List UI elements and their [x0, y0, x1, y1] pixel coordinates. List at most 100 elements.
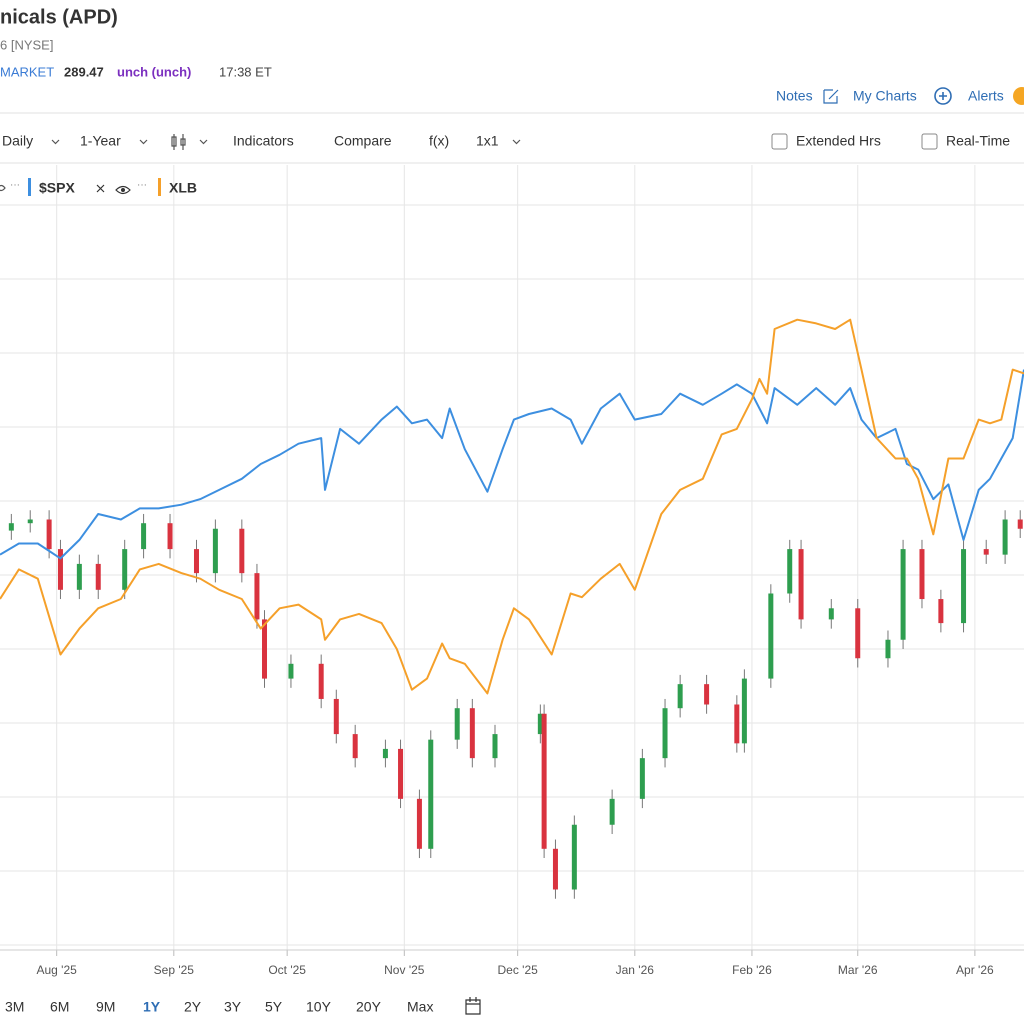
candle-body — [983, 549, 989, 555]
realtime-label[interactable]: Real-Time — [946, 133, 1010, 149]
candle-body — [8, 523, 14, 531]
compare-button[interactable]: Compare — [334, 133, 392, 149]
calendar-icon[interactable] — [465, 997, 481, 1015]
layout-button[interactable]: 1x1 — [476, 133, 499, 149]
legend-label: $SPX — [39, 180, 75, 196]
candle-body — [541, 713, 547, 849]
candle-body — [262, 619, 268, 679]
extended-checkbox[interactable] — [771, 133, 788, 150]
x-tick-label: Sep '25 — [154, 963, 195, 977]
candle-body — [57, 549, 63, 590]
range-button[interactable]: Max — [407, 999, 433, 1015]
menu-dots[interactable]: ··· — [10, 180, 20, 191]
interval-button[interactable]: Daily — [2, 133, 33, 149]
indicators-button[interactable]: Indicators — [233, 133, 294, 149]
candle-body — [46, 519, 52, 550]
candle-body — [382, 748, 388, 759]
eye-icon[interactable] — [115, 185, 131, 195]
range-button[interactable]: 10Y — [306, 999, 332, 1015]
candle-body — [76, 563, 82, 590]
candle-body — [677, 684, 683, 709]
chevron — [199, 139, 208, 145]
remove-icon[interactable] — [96, 184, 105, 193]
x-tick-label: Dec '25 — [498, 963, 539, 977]
candle-body — [552, 848, 558, 890]
x-tick-label: Nov '25 — [384, 963, 425, 977]
eye-pupil — [121, 188, 125, 192]
chart-type-button[interactable] — [171, 134, 186, 150]
candle-body — [571, 824, 577, 890]
x-tick-label: Oct '25 — [268, 963, 306, 977]
range-button[interactable]: 6M — [50, 999, 69, 1015]
candle-body — [288, 663, 294, 679]
candle-body — [537, 713, 543, 735]
candle-body — [95, 563, 101, 590]
candle-body — [352, 734, 358, 759]
time: 17:38 ET — [219, 64, 272, 79]
fx-button[interactable]: f(x) — [429, 133, 449, 149]
candle-body — [768, 593, 774, 679]
candle-body — [828, 608, 834, 620]
range-button[interactable]: 3M — [5, 999, 24, 1015]
candle-body — [798, 549, 804, 620]
candle-body — [492, 734, 498, 759]
candle-body — [855, 608, 861, 659]
range-button[interactable]: 3Y — [224, 999, 242, 1015]
alerts-badge — [1013, 87, 1024, 105]
period-button[interactable]: 1-Year — [80, 133, 121, 149]
candle-body — [318, 663, 324, 699]
legend-label: XLB — [169, 180, 197, 196]
notes-icon — [823, 89, 839, 104]
candle-body — [416, 798, 422, 849]
candle-body — [167, 523, 173, 550]
range-button[interactable]: 2Y — [184, 999, 202, 1015]
candle-body — [469, 708, 475, 759]
candle-body — [734, 704, 740, 744]
candle-body — [662, 708, 668, 759]
notes-link[interactable]: Notes — [776, 88, 813, 104]
menu-dots[interactable]: ··· — [137, 180, 147, 191]
range-button[interactable]: 1Y — [143, 999, 161, 1015]
candle-body — [254, 573, 260, 620]
x-tick-label: Feb '26 — [732, 963, 772, 977]
candle-body — [639, 758, 645, 799]
range-button[interactable]: 5Y — [265, 999, 283, 1015]
candle-body — [900, 549, 906, 640]
candle-body — [919, 549, 925, 600]
change: unch (unch) — [117, 64, 191, 79]
subtitle: 6 [NYSE] — [0, 37, 53, 52]
candle-body — [885, 639, 891, 659]
x-tick-label: Aug '25 — [37, 963, 78, 977]
series-line — [0, 318, 1024, 695]
candle-body — [398, 748, 404, 799]
range-button[interactable]: 20Y — [356, 999, 382, 1015]
chevron — [512, 139, 521, 145]
realtime-checkbox[interactable] — [921, 133, 938, 150]
chart-back: Aug '25 Sep '25 Oct '25 Nov '25 Dec '25 Jan '… — [0, 165, 1024, 977]
candle-body — [454, 708, 460, 740]
range-button[interactable]: 9M — [96, 999, 115, 1015]
candle-body — [122, 549, 128, 590]
x-tick-label: Jan '26 — [616, 963, 655, 977]
alerts-link[interactable]: Alerts — [968, 88, 1004, 104]
candle-body — [1017, 519, 1023, 529]
add-icon — [934, 87, 952, 105]
price: 289.47 — [64, 64, 104, 79]
extended-label[interactable]: Extended Hrs — [796, 133, 881, 149]
title: nicals (APD) — [0, 6, 118, 28]
add-icon-plus — [939, 92, 947, 100]
candle-body — [27, 519, 33, 524]
series-line — [0, 369, 1024, 560]
legend: $SPX XLB — [28, 178, 197, 196]
candle-body — [333, 698, 339, 735]
chevron — [51, 139, 60, 145]
candle-body — [741, 678, 747, 744]
candle-body — [961, 549, 967, 624]
candle-body — [193, 549, 199, 574]
mycharts-link[interactable]: My Charts — [853, 88, 917, 104]
chevron — [139, 139, 148, 145]
candle-body — [428, 739, 434, 849]
eye-icon[interactable] — [0, 184, 6, 192]
